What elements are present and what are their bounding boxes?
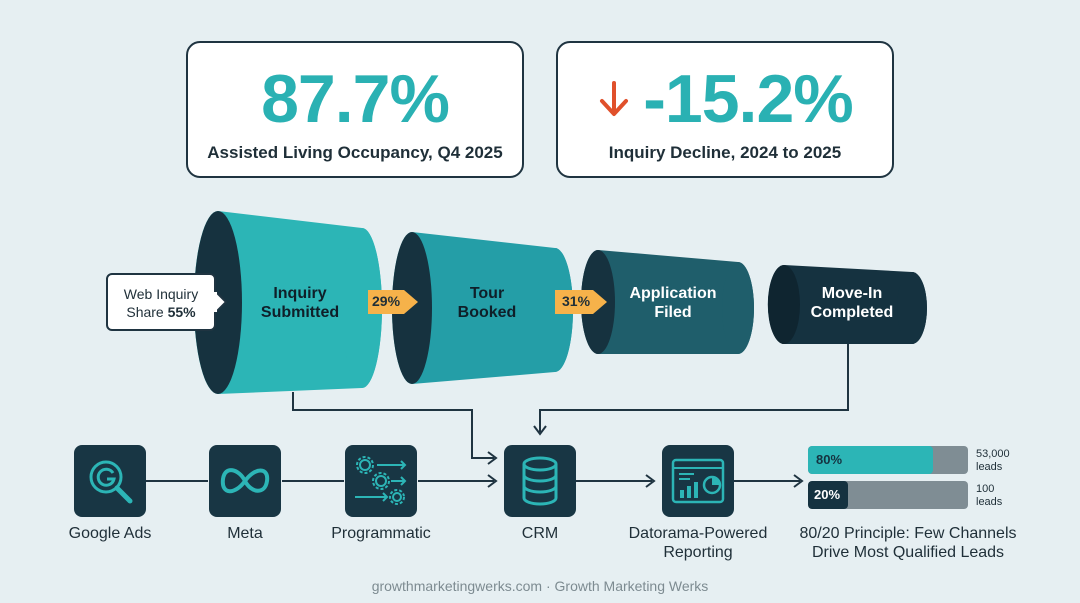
stage-label-tour: Tour Booked [427, 284, 547, 322]
pareto-bar-fill-20: 20% [808, 481, 848, 509]
callout-prefix: Share [126, 304, 168, 320]
callout-pointer-joint [213, 292, 217, 312]
stage-label-line2: Completed [810, 304, 894, 321]
stage-label-line1: Inquiry [273, 285, 327, 302]
pareto-bar-fill-80: 80% [808, 446, 933, 474]
node-label-line2: Reporting [663, 544, 733, 561]
callout-value: 55% [167, 304, 196, 320]
pareto-caption-line2: Drive Most Qualified Leads [811, 544, 1005, 561]
pareto-bar-20: 20% [808, 481, 968, 509]
callout-line1: Web Inquiry [123, 286, 199, 302]
pareto-bar-label-20: 20% [814, 487, 841, 502]
stage-label-movein: Move-In Completed [793, 284, 911, 322]
funnel-stage-application [581, 250, 754, 354]
meta-infinity-icon [220, 468, 270, 494]
node-label-crm: CRM [521, 525, 559, 542]
funnel-stage-inquiry [193, 211, 382, 394]
stage-label-application: Application Filed [608, 284, 738, 322]
google-ads-node [74, 445, 146, 517]
node-label-programmatic: Programmatic [331, 525, 431, 542]
connector-arrowhead [533, 425, 547, 436]
connector-inquiry-to-crm [292, 392, 494, 459]
stat-caption-occupancy: Assisted Living Occupancy, Q4 2025 [207, 143, 503, 162]
stat-card-occupancy: 87.7% Assisted Living Occupancy, Q4 2025 [186, 41, 524, 178]
connector-movein-to-crm [539, 336, 849, 432]
pareto-caption: 80/20 Principle: Few Channels Drive Most… [790, 524, 1026, 562]
node-label-reporting: Datorama-Powered Reporting [618, 524, 778, 562]
footer-credit: growthmarketingwerks.com · Growth Market… [371, 578, 709, 594]
stat-caption-inquiry-decline: Inquiry Decline, 2024 to 2025 [608, 143, 842, 162]
google-search-icon [89, 460, 133, 504]
stat-card-inquiry-decline: -15.2% Inquiry Decline, 2024 to 2025 [556, 41, 894, 178]
stage-label-line1: Move-In [821, 285, 883, 302]
stat-value-row: -15.2% [558, 65, 892, 133]
conversion-arrow-2 [555, 290, 607, 314]
reporting-node [662, 445, 734, 517]
conversion-arrow-1 [368, 290, 418, 314]
pareto-note-80: 53,000 leads [976, 448, 1010, 474]
pareto-note-count: 100 [976, 483, 995, 495]
pareto-note-count: 53,000 [976, 448, 1010, 460]
stat-value-occupancy: 87.7% [261, 61, 450, 137]
gears-automation-icon [355, 456, 407, 505]
pareto-note-unit: leads [976, 496, 1003, 508]
stage-label-line2: Filed [654, 304, 692, 321]
node-label-meta: Meta [227, 525, 263, 542]
pareto-note-unit: leads [976, 461, 1003, 473]
stage-label-line1: Tour [469, 285, 505, 302]
crm-node [504, 445, 576, 517]
pareto-note-20: 100 leads [976, 483, 1002, 509]
down-arrow-icon [600, 81, 629, 116]
stage-label-line2: Submitted [260, 304, 340, 321]
dashboard-chart-icon [671, 458, 725, 504]
node-label-google-ads: Google Ads [68, 525, 152, 542]
stage-label-line1: Application [629, 285, 717, 302]
connector-arrowhead [487, 451, 498, 465]
conversion-label-1: 29% [372, 293, 401, 309]
web-inquiry-callout: Web Inquiry Share 55% [106, 273, 216, 331]
database-icon [522, 456, 558, 506]
stage-label-inquiry: Inquiry Submitted [240, 284, 360, 322]
stage-label-line2: Booked [457, 304, 517, 321]
meta-node [209, 445, 281, 517]
programmatic-node [345, 445, 417, 517]
pareto-bar-label-80: 80% [816, 452, 843, 467]
callout-line2: Share 55% [108, 303, 214, 321]
pareto-caption-line1: 80/20 Principle: Few Channels [799, 525, 1017, 542]
funnel-stage-movein [767, 265, 927, 344]
pareto-bar-80: 80% [808, 446, 968, 474]
conversion-label-2: 31% [562, 293, 591, 309]
stat-value-inquiry-decline: -15.2% [643, 61, 853, 137]
node-label-line1: Datorama-Powered [628, 525, 768, 542]
